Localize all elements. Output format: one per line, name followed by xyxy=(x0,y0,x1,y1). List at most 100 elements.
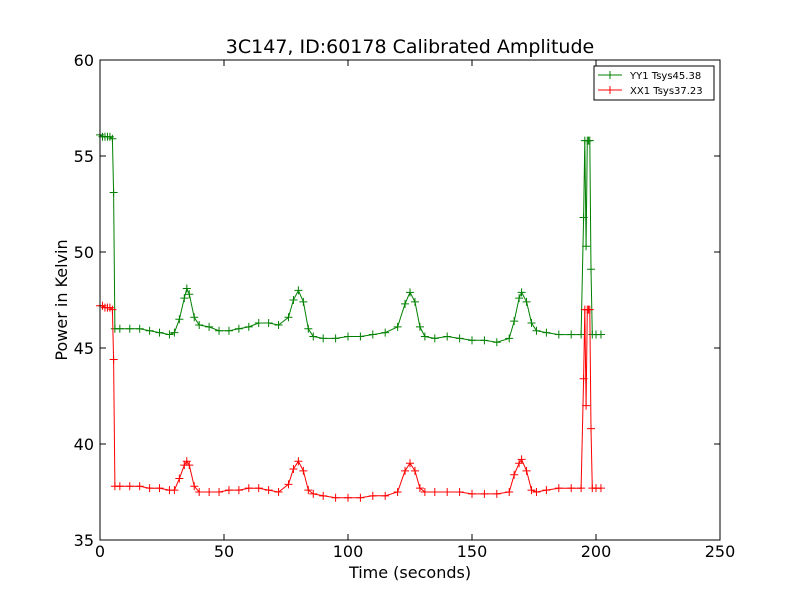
legend-label: XX1 Tsys37.23 xyxy=(630,86,703,97)
data-point xyxy=(195,488,204,496)
data-point xyxy=(289,296,298,304)
y-tick-label: 45 xyxy=(74,339,94,358)
data-point xyxy=(554,484,563,493)
data-point xyxy=(410,297,419,306)
data-point xyxy=(180,294,189,303)
data-point xyxy=(415,484,424,493)
plot-frame xyxy=(99,59,721,541)
plot-area xyxy=(96,59,721,541)
data-point xyxy=(401,299,410,308)
data-point xyxy=(331,334,340,343)
data-point xyxy=(244,484,253,493)
data-point xyxy=(579,374,588,383)
data-point xyxy=(356,493,365,502)
data-point xyxy=(274,488,283,496)
data-point xyxy=(108,134,117,143)
data-point xyxy=(254,319,263,328)
data-point xyxy=(170,486,179,495)
data-point xyxy=(244,322,253,331)
data-point xyxy=(309,332,318,341)
data-point xyxy=(195,320,204,329)
data-point xyxy=(567,330,576,339)
data-point xyxy=(264,319,273,328)
data-point xyxy=(294,457,303,466)
data-point xyxy=(381,328,390,337)
axis-ticks: 0 50 100 150 200 250 35 40 45 50 55 60 xyxy=(74,51,736,561)
data-point xyxy=(567,484,576,493)
data-point xyxy=(585,305,594,314)
data-point xyxy=(532,488,541,496)
data-point xyxy=(468,336,476,345)
data-point xyxy=(420,488,429,496)
data-point xyxy=(585,136,594,145)
data-point xyxy=(443,488,452,496)
data-point xyxy=(264,486,273,495)
data-point xyxy=(344,493,352,502)
data-point xyxy=(517,455,526,464)
x-tick-label: 50 xyxy=(214,542,234,561)
data-point xyxy=(415,322,424,331)
data-point xyxy=(480,489,489,498)
data-point xyxy=(115,482,124,491)
data-point xyxy=(165,330,174,339)
data-point xyxy=(542,328,551,337)
data-point xyxy=(274,320,283,329)
data-point xyxy=(135,324,144,333)
data-point xyxy=(108,305,117,314)
y-tick-label: 50 xyxy=(74,243,94,262)
data-point xyxy=(577,330,586,339)
legend-box xyxy=(593,65,715,101)
legend-label: YY1 Tsys45.38 xyxy=(629,71,701,82)
data-point xyxy=(510,317,519,326)
data-point xyxy=(515,294,524,303)
data-point xyxy=(577,484,586,493)
data-point xyxy=(145,484,154,493)
data-point xyxy=(406,288,414,297)
data-point xyxy=(527,486,536,495)
data-point xyxy=(215,326,224,335)
data-point xyxy=(224,326,233,335)
data-point xyxy=(215,488,224,496)
data-point xyxy=(527,319,536,328)
data-point xyxy=(368,491,377,500)
data-point xyxy=(190,482,199,491)
data-point xyxy=(182,284,191,293)
data-point xyxy=(587,265,596,274)
data-point xyxy=(109,355,118,364)
data-point xyxy=(175,315,184,324)
data-point xyxy=(304,486,313,495)
y-tick-label: 35 xyxy=(74,531,94,550)
data-point xyxy=(284,480,293,489)
series-layer xyxy=(96,130,605,502)
data-point xyxy=(596,484,605,493)
data-point xyxy=(582,401,591,410)
data-point xyxy=(420,332,429,341)
data-point xyxy=(410,466,419,475)
data-point xyxy=(234,324,243,333)
y-tick-label: 55 xyxy=(74,147,94,166)
data-point xyxy=(299,466,308,475)
data-point xyxy=(234,486,243,495)
legend-marker xyxy=(606,86,614,94)
series-2 xyxy=(96,301,605,502)
data-point xyxy=(175,474,184,483)
data-point xyxy=(109,188,118,197)
data-point xyxy=(356,332,365,341)
y-tick-label: 60 xyxy=(74,51,94,70)
data-point xyxy=(319,334,328,343)
data-point xyxy=(125,324,134,333)
data-point xyxy=(443,332,452,341)
data-point xyxy=(430,334,439,343)
data-point xyxy=(309,489,318,498)
data-point xyxy=(135,482,144,491)
data-point xyxy=(155,328,164,337)
data-point xyxy=(393,488,402,496)
data-point xyxy=(430,488,439,496)
data-point xyxy=(455,334,464,343)
data-point xyxy=(522,297,531,306)
data-point xyxy=(468,489,476,498)
data-point xyxy=(368,330,377,339)
data-point xyxy=(115,324,124,333)
data-point xyxy=(381,491,390,500)
